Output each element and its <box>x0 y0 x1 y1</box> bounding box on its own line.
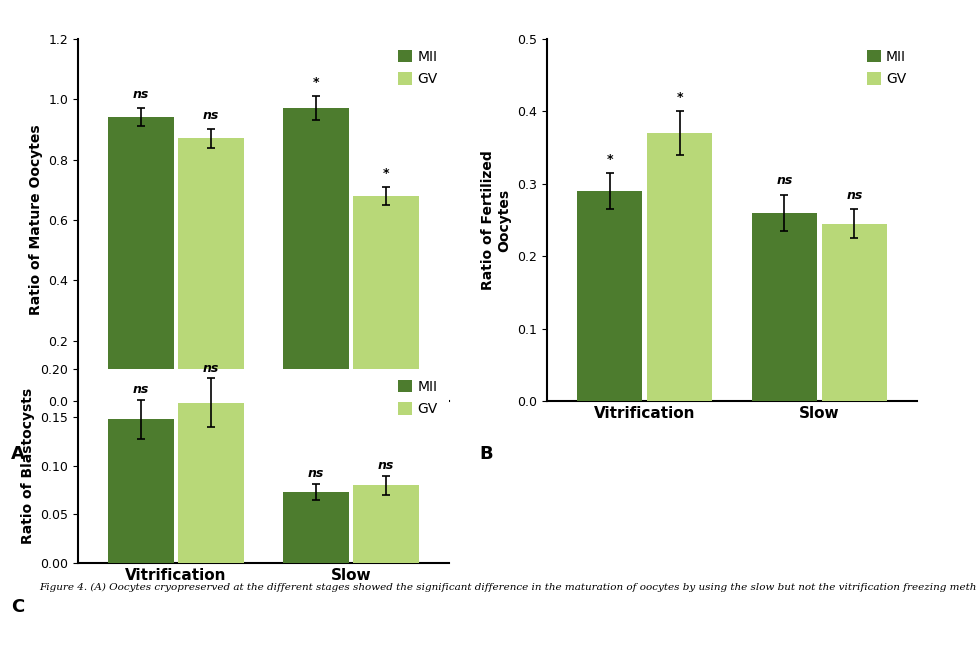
Bar <box>647 133 712 401</box>
Text: ns: ns <box>133 383 149 396</box>
Bar <box>353 485 419 563</box>
Text: *: * <box>606 153 613 166</box>
Bar <box>353 196 419 401</box>
Bar <box>822 224 887 401</box>
Text: A: A <box>12 444 25 463</box>
Text: B: B <box>480 444 494 463</box>
Text: ns: ns <box>307 467 324 480</box>
Bar <box>752 213 817 401</box>
Text: ns: ns <box>846 189 863 202</box>
Legend: MII, GV: MII, GV <box>863 46 911 91</box>
Bar <box>577 191 642 401</box>
Bar <box>179 138 244 401</box>
Y-axis label: Ratio of Fertilized
Oocytes: Ratio of Fertilized Oocytes <box>481 150 511 290</box>
Bar <box>283 492 348 563</box>
Y-axis label: Ratio of Blastocysts: Ratio of Blastocysts <box>20 388 35 544</box>
Bar <box>179 402 244 563</box>
Legend: MII, GV: MII, GV <box>394 46 442 91</box>
Text: *: * <box>676 91 683 104</box>
Legend: MII, GV: MII, GV <box>394 376 442 421</box>
Text: ns: ns <box>378 459 394 472</box>
Text: C: C <box>12 598 24 616</box>
Text: ns: ns <box>203 362 220 375</box>
Text: ns: ns <box>776 175 793 188</box>
Y-axis label: Ratio of Mature Oocytes: Ratio of Mature Oocytes <box>29 125 43 315</box>
Text: Figure 4. (A) Oocytes cryopreserved at the different stages showed the significa: Figure 4. (A) Oocytes cryopreserved at t… <box>39 582 976 591</box>
Bar <box>108 419 174 563</box>
Text: *: * <box>383 166 389 179</box>
Text: ns: ns <box>203 109 220 122</box>
Text: ns: ns <box>133 88 149 101</box>
Text: *: * <box>312 76 319 89</box>
Bar <box>283 108 348 401</box>
Bar <box>108 117 174 401</box>
